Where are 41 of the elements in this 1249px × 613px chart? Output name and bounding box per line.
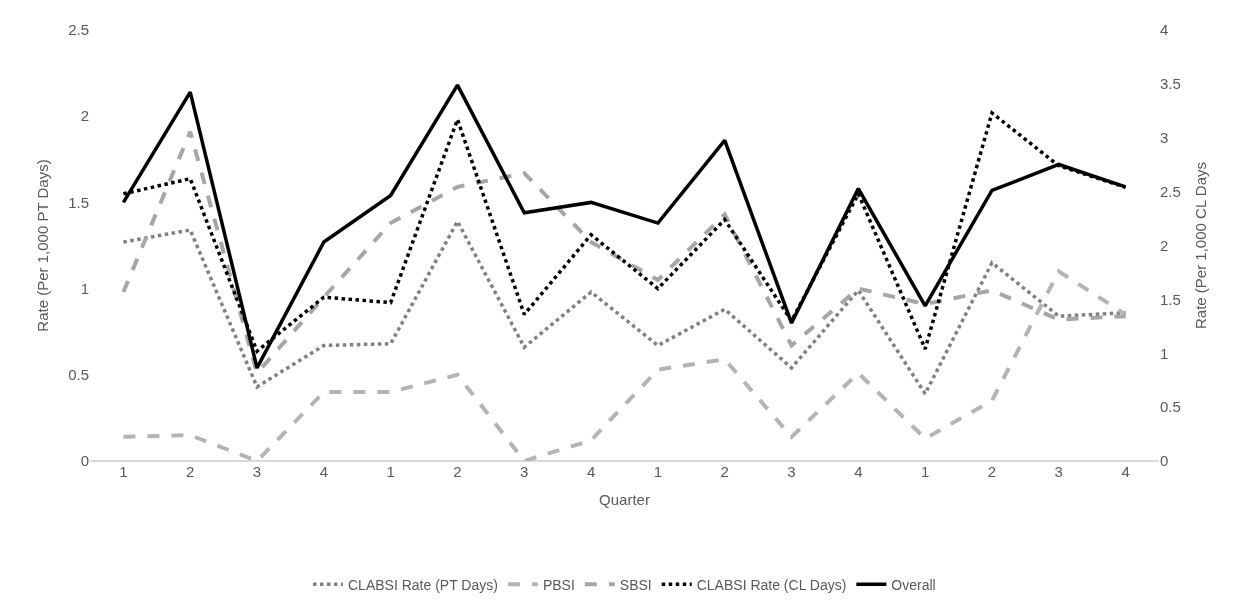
x-tick-label: 1 bbox=[653, 463, 663, 480]
y2-tick-label: 1 bbox=[1160, 344, 1169, 362]
x-tick-label: 4 bbox=[854, 463, 863, 480]
legend-label: PBSI bbox=[542, 576, 575, 593]
x-tick-label: 1 bbox=[386, 463, 395, 480]
y2-tick-label: 2 bbox=[1160, 236, 1169, 254]
x-tick-label: 3 bbox=[252, 463, 262, 480]
x-tick-label: 4 bbox=[586, 463, 596, 480]
x-axis-title: Quarter bbox=[599, 491, 650, 508]
y2-tick-label: 4 bbox=[1160, 21, 1169, 39]
legend-label: CLABSI Rate (PT Days) bbox=[348, 576, 498, 593]
line-series bbox=[121, 269, 1128, 461]
legend-label: SBSI bbox=[619, 576, 652, 593]
y2-tick-label: 2.5 bbox=[1160, 182, 1181, 200]
y-tick-label: 2 bbox=[80, 107, 89, 125]
y2-tick-label: 1.5 bbox=[1160, 290, 1181, 308]
y2-tick-label: 3 bbox=[1160, 129, 1169, 146]
y-axis-title: Rate (Per 1,000 PT Days) bbox=[34, 159, 52, 332]
x-tick-label: 3 bbox=[520, 463, 529, 480]
x-tick-label: 3 bbox=[787, 463, 796, 480]
x-tick-label: 2 bbox=[186, 463, 195, 480]
y2-tick-label: 0.5 bbox=[1160, 398, 1181, 416]
legend-label: Overall bbox=[891, 576, 936, 593]
x-tick-label: 3 bbox=[1054, 463, 1063, 480]
x-tick-label: 1 bbox=[920, 463, 930, 480]
x-tick-label: 1 bbox=[119, 463, 128, 480]
y-tick-label: 2.5 bbox=[68, 21, 89, 39]
x-tick-label: 4 bbox=[1121, 463, 1130, 480]
y-tick-label: 1.5 bbox=[68, 193, 89, 211]
x-tick-label: 4 bbox=[319, 463, 329, 480]
y-tick-label: 1 bbox=[80, 279, 89, 297]
x-tick-label: 2 bbox=[987, 463, 997, 480]
x-tick-label: 2 bbox=[453, 463, 462, 480]
x-tick-label: 2 bbox=[720, 463, 729, 480]
y-tick-label: 0 bbox=[80, 452, 89, 470]
y-tick-label: 0.5 bbox=[68, 366, 89, 384]
legend-label: CLABSI Rate (CL Days) bbox=[696, 576, 847, 593]
y2-tick-label: 3.5 bbox=[1160, 75, 1181, 93]
y2-axis-title: Rate (Per 1,000 CL Days bbox=[1191, 161, 1209, 330]
line-series bbox=[121, 219, 1128, 396]
y2-tick-label: 0 bbox=[1160, 452, 1169, 470]
